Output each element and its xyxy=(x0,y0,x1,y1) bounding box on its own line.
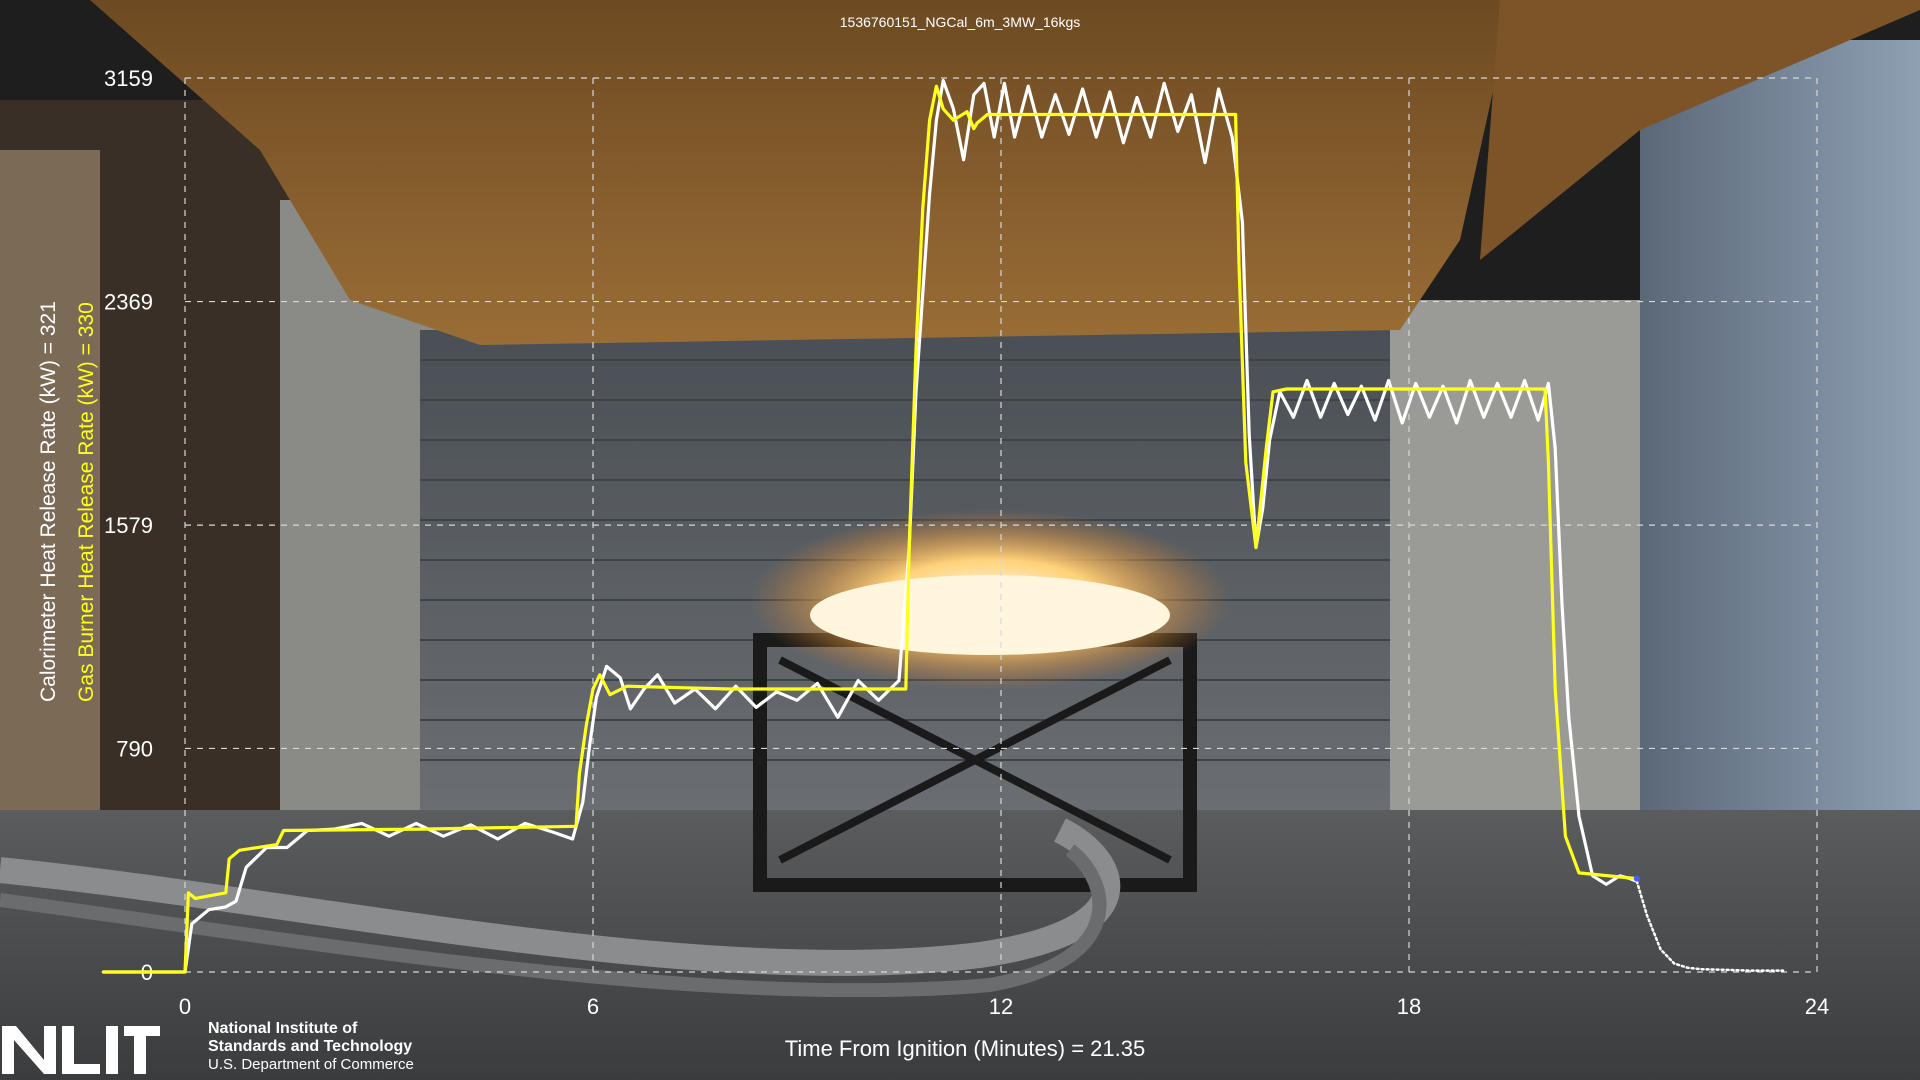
nist-logo-text: National Institute of Standards and Tech… xyxy=(208,1020,414,1074)
x-axis-label: Time From Ignition (Minutes) = 21.35 xyxy=(784,1036,1146,1061)
x-tick-label: 24 xyxy=(1805,994,1829,1019)
x-tick-label: 18 xyxy=(1397,994,1421,1019)
nist-logo-icon xyxy=(2,1026,160,1074)
y-tick-label: 790 xyxy=(116,736,153,761)
y-tick-label: 3159 xyxy=(104,66,153,91)
x-axis-ticks: 0 6 12 18 24 xyxy=(179,994,1829,1019)
nist-logo-line-1: National Institute of xyxy=(208,1020,358,1037)
x-tick-label: 6 xyxy=(587,994,599,1019)
y-tick-label: 2369 xyxy=(104,290,153,315)
chart-title: 1536760151_NGCal_6m_3MW_16kgs xyxy=(839,14,1081,30)
chart-series xyxy=(101,78,1785,974)
chart-gridlines xyxy=(184,77,1818,973)
calorimeter-hrr-line xyxy=(101,78,1639,974)
current-time-marker xyxy=(1633,875,1640,882)
calorimeter-series-label: Calorimeter Heat Release Rate (kW) = 321 xyxy=(37,301,60,702)
gas-burner-series-label: Gas Burner Heat Release Rate (kW) = 330 xyxy=(75,302,98,702)
nist-logo-line-3: U.S. Department of Commerce xyxy=(208,1056,414,1073)
x-tick-label: 0 xyxy=(179,994,191,1019)
x-tick-label: 12 xyxy=(989,994,1013,1019)
y-tick-label: 1579 xyxy=(104,513,153,538)
gas-burner-hrr-line xyxy=(101,84,1639,974)
calorimeter-hrr-future-dotted-line xyxy=(1635,879,1785,972)
nist-logo-line-2: Standards and Technology xyxy=(208,1038,413,1055)
